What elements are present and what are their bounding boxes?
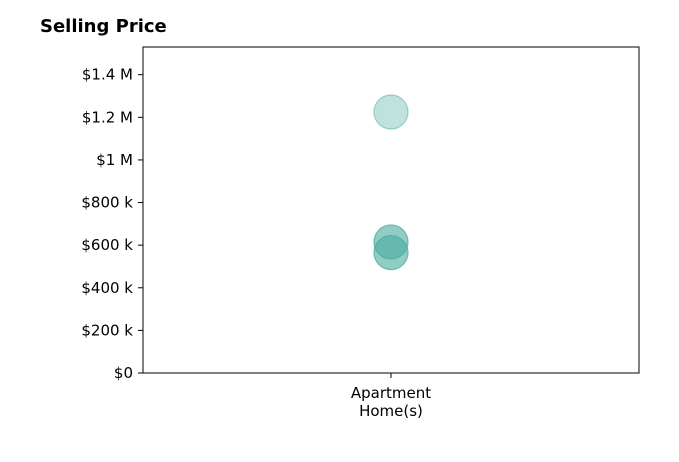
y-tick-label: $200 k: [81, 321, 133, 339]
chart-title: Selling Price: [40, 16, 167, 37]
y-tick-label: $400 k: [81, 279, 133, 297]
y-tick-label: $0: [114, 364, 133, 382]
y-tick-label: $600 k: [81, 236, 133, 254]
data-point: [373, 235, 409, 271]
x-axis: Apartment Home(s): [351, 373, 431, 420]
x-tick-label: Apartment Home(s): [351, 384, 431, 420]
y-tick-label: $800 k: [81, 194, 133, 212]
y-axis: $0 $200 k $400 k $600 k $800 k $1 M $1.2 M $1.4…: [81, 66, 143, 382]
data-point: [373, 94, 409, 130]
y-tick-label: $1.4 M: [82, 66, 133, 84]
plot-frame: [142, 46, 640, 374]
data-points: [373, 94, 409, 271]
y-tick-label: $1.2 M: [82, 108, 133, 126]
y-tick-label: $1 M: [96, 151, 133, 169]
